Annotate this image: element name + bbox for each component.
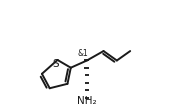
Text: &1: &1: [78, 49, 88, 58]
Text: NH₂: NH₂: [77, 96, 97, 106]
Text: S: S: [52, 59, 59, 69]
